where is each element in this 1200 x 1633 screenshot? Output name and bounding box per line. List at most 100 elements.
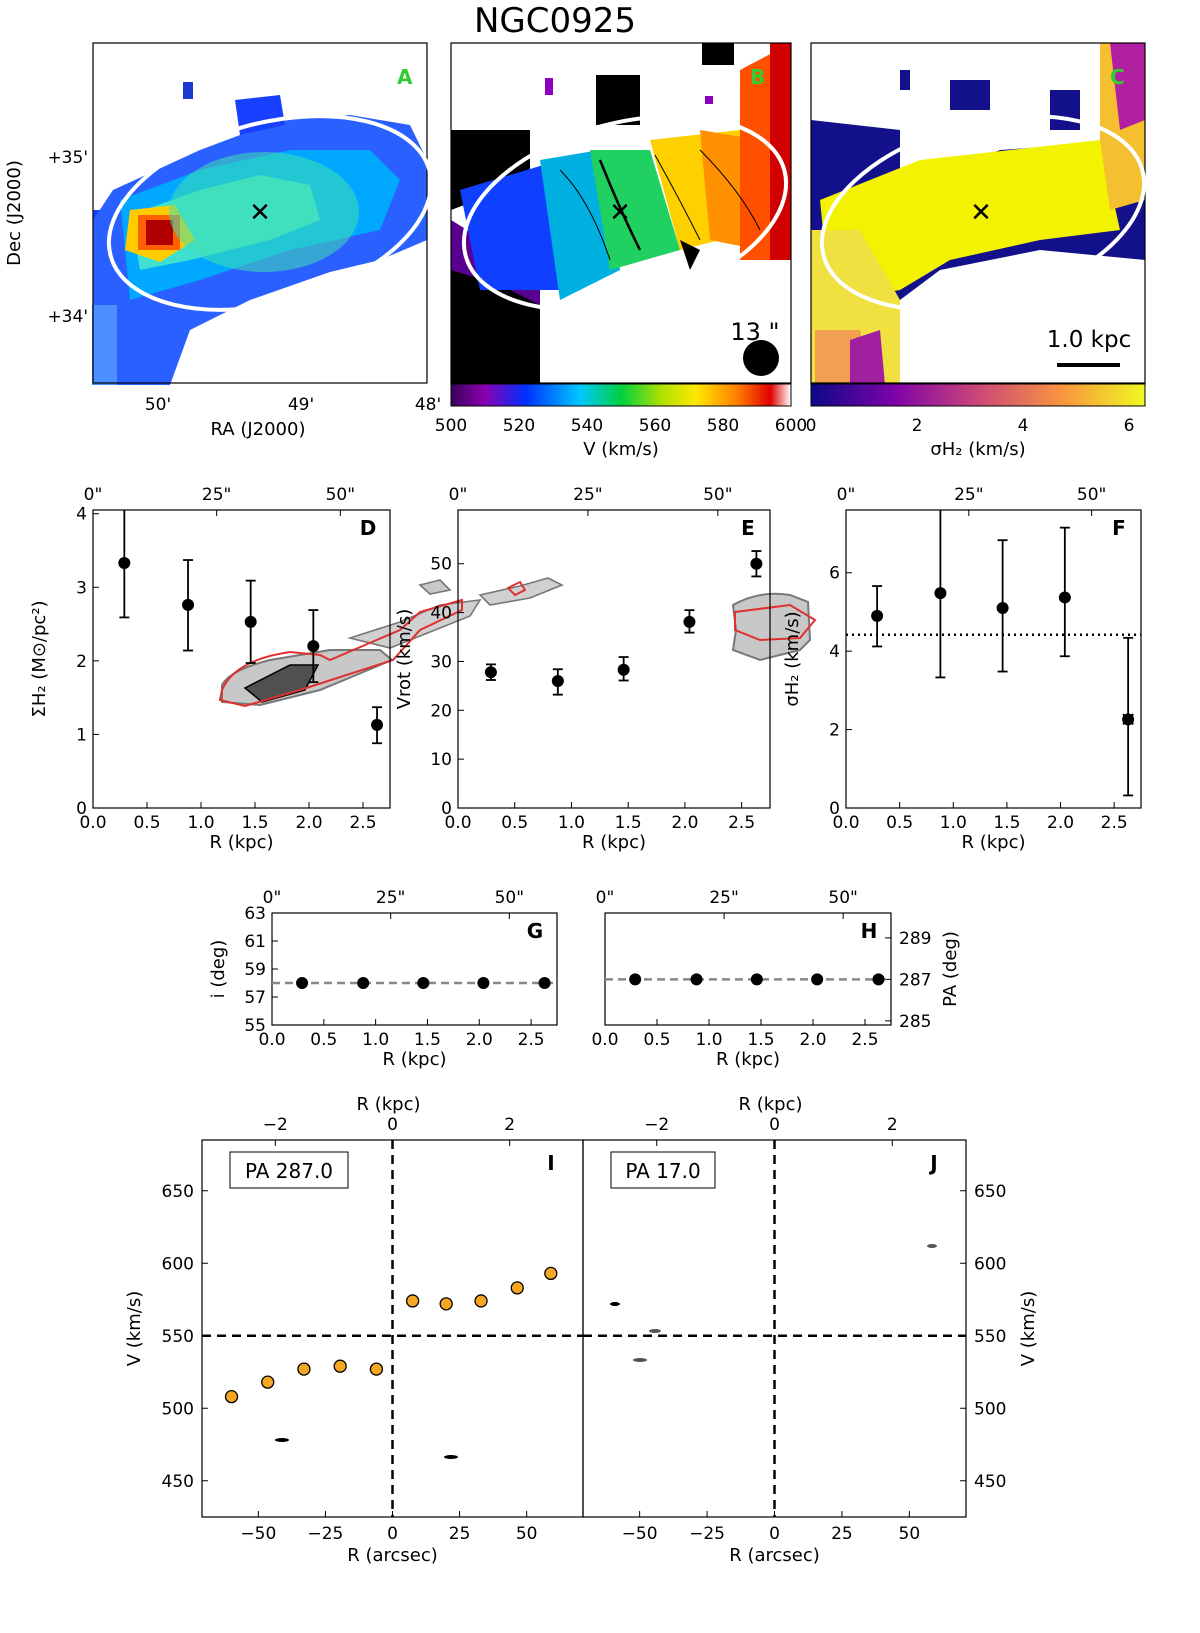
panel-H-letter: H: [861, 919, 878, 943]
pv-J-xtick-label: 25: [831, 1524, 853, 1544]
panel-E-ylabel: Vrot (km/s): [394, 609, 415, 710]
panel-H-toptick-label: 50": [828, 888, 857, 908]
pv-I-xtick-label: 50: [516, 1524, 538, 1544]
panel-D-ylabel: ΣH₂ (M⊙/pc²): [29, 600, 50, 717]
panel-G-toptick-label: 25": [376, 888, 405, 908]
pv-I-ytick-label: 650: [162, 1182, 194, 1202]
panel-E-xtick-label: 1.5: [615, 813, 642, 833]
panel-E-frame: [457, 509, 771, 809]
pv-I-rotation-point: [474, 1294, 488, 1308]
colorbar-B-tick: 600: [775, 416, 807, 436]
panel-F-xtick-label: 1.0: [940, 813, 967, 833]
panel-E-xtick-label: 2.5: [728, 813, 755, 833]
panel-G-letter: G: [527, 919, 543, 943]
panel-E-ytick-label: 30: [430, 652, 452, 672]
panel-F-point: [996, 602, 1009, 615]
pv-I-rotation-point: [333, 1359, 347, 1373]
colorbar-B-label: V (km/s): [583, 439, 658, 460]
pv-I-toptick-label: −2: [263, 1115, 288, 1135]
pv-I-rotation-point: [261, 1375, 275, 1389]
map-B-image: ✕: [450, 42, 792, 407]
pv-I-ylabel: V (km/s): [124, 1291, 145, 1366]
pv-I-rotation-point: [405, 1294, 420, 1308]
panel-G-point: [538, 977, 551, 989]
panel-D-ytick-label: 1: [76, 725, 87, 745]
panel-G-xtick-label: 0.0: [258, 1030, 285, 1050]
svg-text:✕: ✕: [249, 198, 271, 228]
pv-J-toptick-label: 2: [887, 1115, 898, 1135]
map-A-ylabel: Dec (J2000): [4, 160, 25, 266]
pv-I-ytick-label: 500: [162, 1399, 194, 1419]
panel-F-xtick-label: 0.5: [886, 813, 913, 833]
pv-I-toptick-label: 0: [387, 1115, 398, 1135]
pv-I-rotation-point: [369, 1362, 384, 1376]
panel-D-xtick-label: 0.0: [79, 813, 106, 833]
panel-H-ytick-label: 287: [899, 970, 931, 990]
panel-E-xlabel: R (kpc): [582, 832, 646, 853]
panel-H-point: [690, 973, 703, 986]
panel-G-xtick-label: 2.0: [466, 1030, 493, 1050]
panel-D-toptick-label: 25": [202, 485, 231, 505]
pv-J-xtick-label: −50: [622, 1524, 658, 1544]
panel-F-toptick-label: 25": [954, 485, 983, 505]
panel-letter-A: A: [397, 65, 413, 89]
panel-F-ytick-label: 4: [829, 642, 840, 662]
panel-F-xtick-label: 2.5: [1101, 813, 1128, 833]
panel-D-point: [244, 615, 257, 628]
panel-H-toptick-label: 0": [596, 888, 615, 908]
panel-G-toptick-label: 50": [495, 888, 524, 908]
colorbar-C-tick: 4: [1018, 416, 1029, 436]
panel-E-toptick-label: 25": [573, 485, 602, 505]
panel-F-flag-marker: ✕: [1120, 707, 1137, 731]
panel-G-frame: [271, 912, 558, 1026]
colorbar-C-label: σH₂ (km/s): [930, 439, 1025, 460]
map-A-xtick: 49': [288, 395, 314, 415]
panel-D-ytick-label: 3: [76, 578, 87, 598]
panel-H-xtick-label: 0.0: [591, 1030, 618, 1050]
panel-G-xtick-label: 0.5: [310, 1030, 337, 1050]
panel-D-point: [118, 556, 131, 569]
pv-I-xtick-label: 25: [449, 1524, 471, 1544]
pv-I-rotation-point: [224, 1390, 239, 1404]
panel-G-point: [357, 977, 370, 989]
pv-J-image: [610, 592, 937, 1362]
panel-D-frame: [92, 509, 391, 809]
map-A-ytick: +35': [47, 148, 88, 168]
panel-E-toptick-label: 0": [449, 485, 468, 505]
panel-H-point: [872, 973, 885, 986]
panel-G-ytick-label: 55: [244, 1016, 266, 1036]
panel-E-xtick-label: 0.5: [501, 813, 528, 833]
pv-I-rotation-point: [439, 1297, 453, 1311]
panel-D-xtick-label: 0.5: [133, 813, 160, 833]
svg-text:✕: ✕: [609, 198, 631, 228]
map-A-ytick: +34': [47, 307, 88, 327]
panel-D-ytick-label: 4: [76, 505, 87, 525]
pv-J-toptick-label: −2: [644, 1115, 669, 1135]
panel-F-xtick-label: 1.5: [993, 813, 1020, 833]
panel-H-point: [629, 973, 642, 986]
pv-I-xtick-label: 0: [387, 1524, 398, 1544]
panel-letter-B: B: [750, 65, 765, 89]
pv-I-xtick-label: −50: [240, 1524, 276, 1544]
pv-J-toplabel: R (kpc): [738, 1094, 802, 1115]
charts-layer: 0.0 0.5 1.0 1.5 2.0 2.5 R (kpc) 0" 25" 50" 0 1 2 3 4 ΣH…: [29, 485, 1142, 1566]
panel-F-ytick-label: 6: [829, 564, 840, 584]
colorbar-B-tick: 520: [503, 416, 535, 436]
panel-D-point: [371, 718, 384, 731]
panel-H-point: [750, 973, 763, 986]
panel-F-ylabel: σH₂ (km/s): [782, 611, 803, 706]
panel-G-ytick-label: 59: [244, 960, 266, 980]
pv-J-ytick-label: 550: [974, 1327, 1006, 1347]
panel-F-xtick-label: 2.0: [1047, 813, 1074, 833]
pv-I-toplabel: R (kpc): [356, 1094, 420, 1115]
panel-G-xtick-label: 2.5: [518, 1030, 545, 1050]
map-A-xtick: 50': [145, 395, 171, 415]
panel-H-point: [811, 973, 824, 986]
colorbar-C-tick: 6: [1124, 416, 1135, 436]
panel-G-ylabel: i (deg): [208, 940, 229, 999]
pv-J-toptick-label: 0: [769, 1115, 780, 1135]
panel-D-ytick-label: 2: [76, 652, 87, 672]
panel-H-xtick-label: 1.5: [747, 1030, 774, 1050]
pv-I-image: [218, 577, 564, 1459]
panel-E-point: [750, 557, 763, 570]
